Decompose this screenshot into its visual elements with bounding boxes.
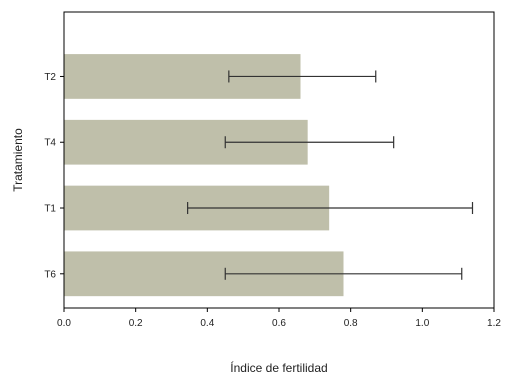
x-tick-label-4: 0.8 [344, 318, 358, 329]
x-tick-label-5: 1.0 [415, 318, 429, 329]
y-tick-label-T2: T2 [44, 72, 56, 83]
x-tick-label-2: 0.4 [200, 318, 214, 329]
error-bars-layer [187, 70, 474, 280]
bars-layer [64, 54, 344, 297]
x-tick-label-1: 0.2 [129, 318, 143, 329]
x-tick-label-6: 1.2 [487, 318, 501, 329]
y-tick-label-T1: T1 [44, 204, 56, 215]
x-axis-title: Índice de fertilidad [230, 360, 327, 375]
y-tick-label-T4: T4 [44, 138, 56, 149]
y-axis-title: Tratamiento [11, 128, 25, 192]
x-tick-label-3: 0.6 [272, 318, 286, 329]
y-tick-label-T6: T6 [44, 269, 56, 280]
x-axis: 0.0 0.2 0.4 0.6 0.8 1.0 1.2 [57, 308, 501, 329]
y-axis: T2 T4 T1 T6 [44, 72, 64, 280]
x-tick-label-0: 0.0 [57, 318, 71, 329]
